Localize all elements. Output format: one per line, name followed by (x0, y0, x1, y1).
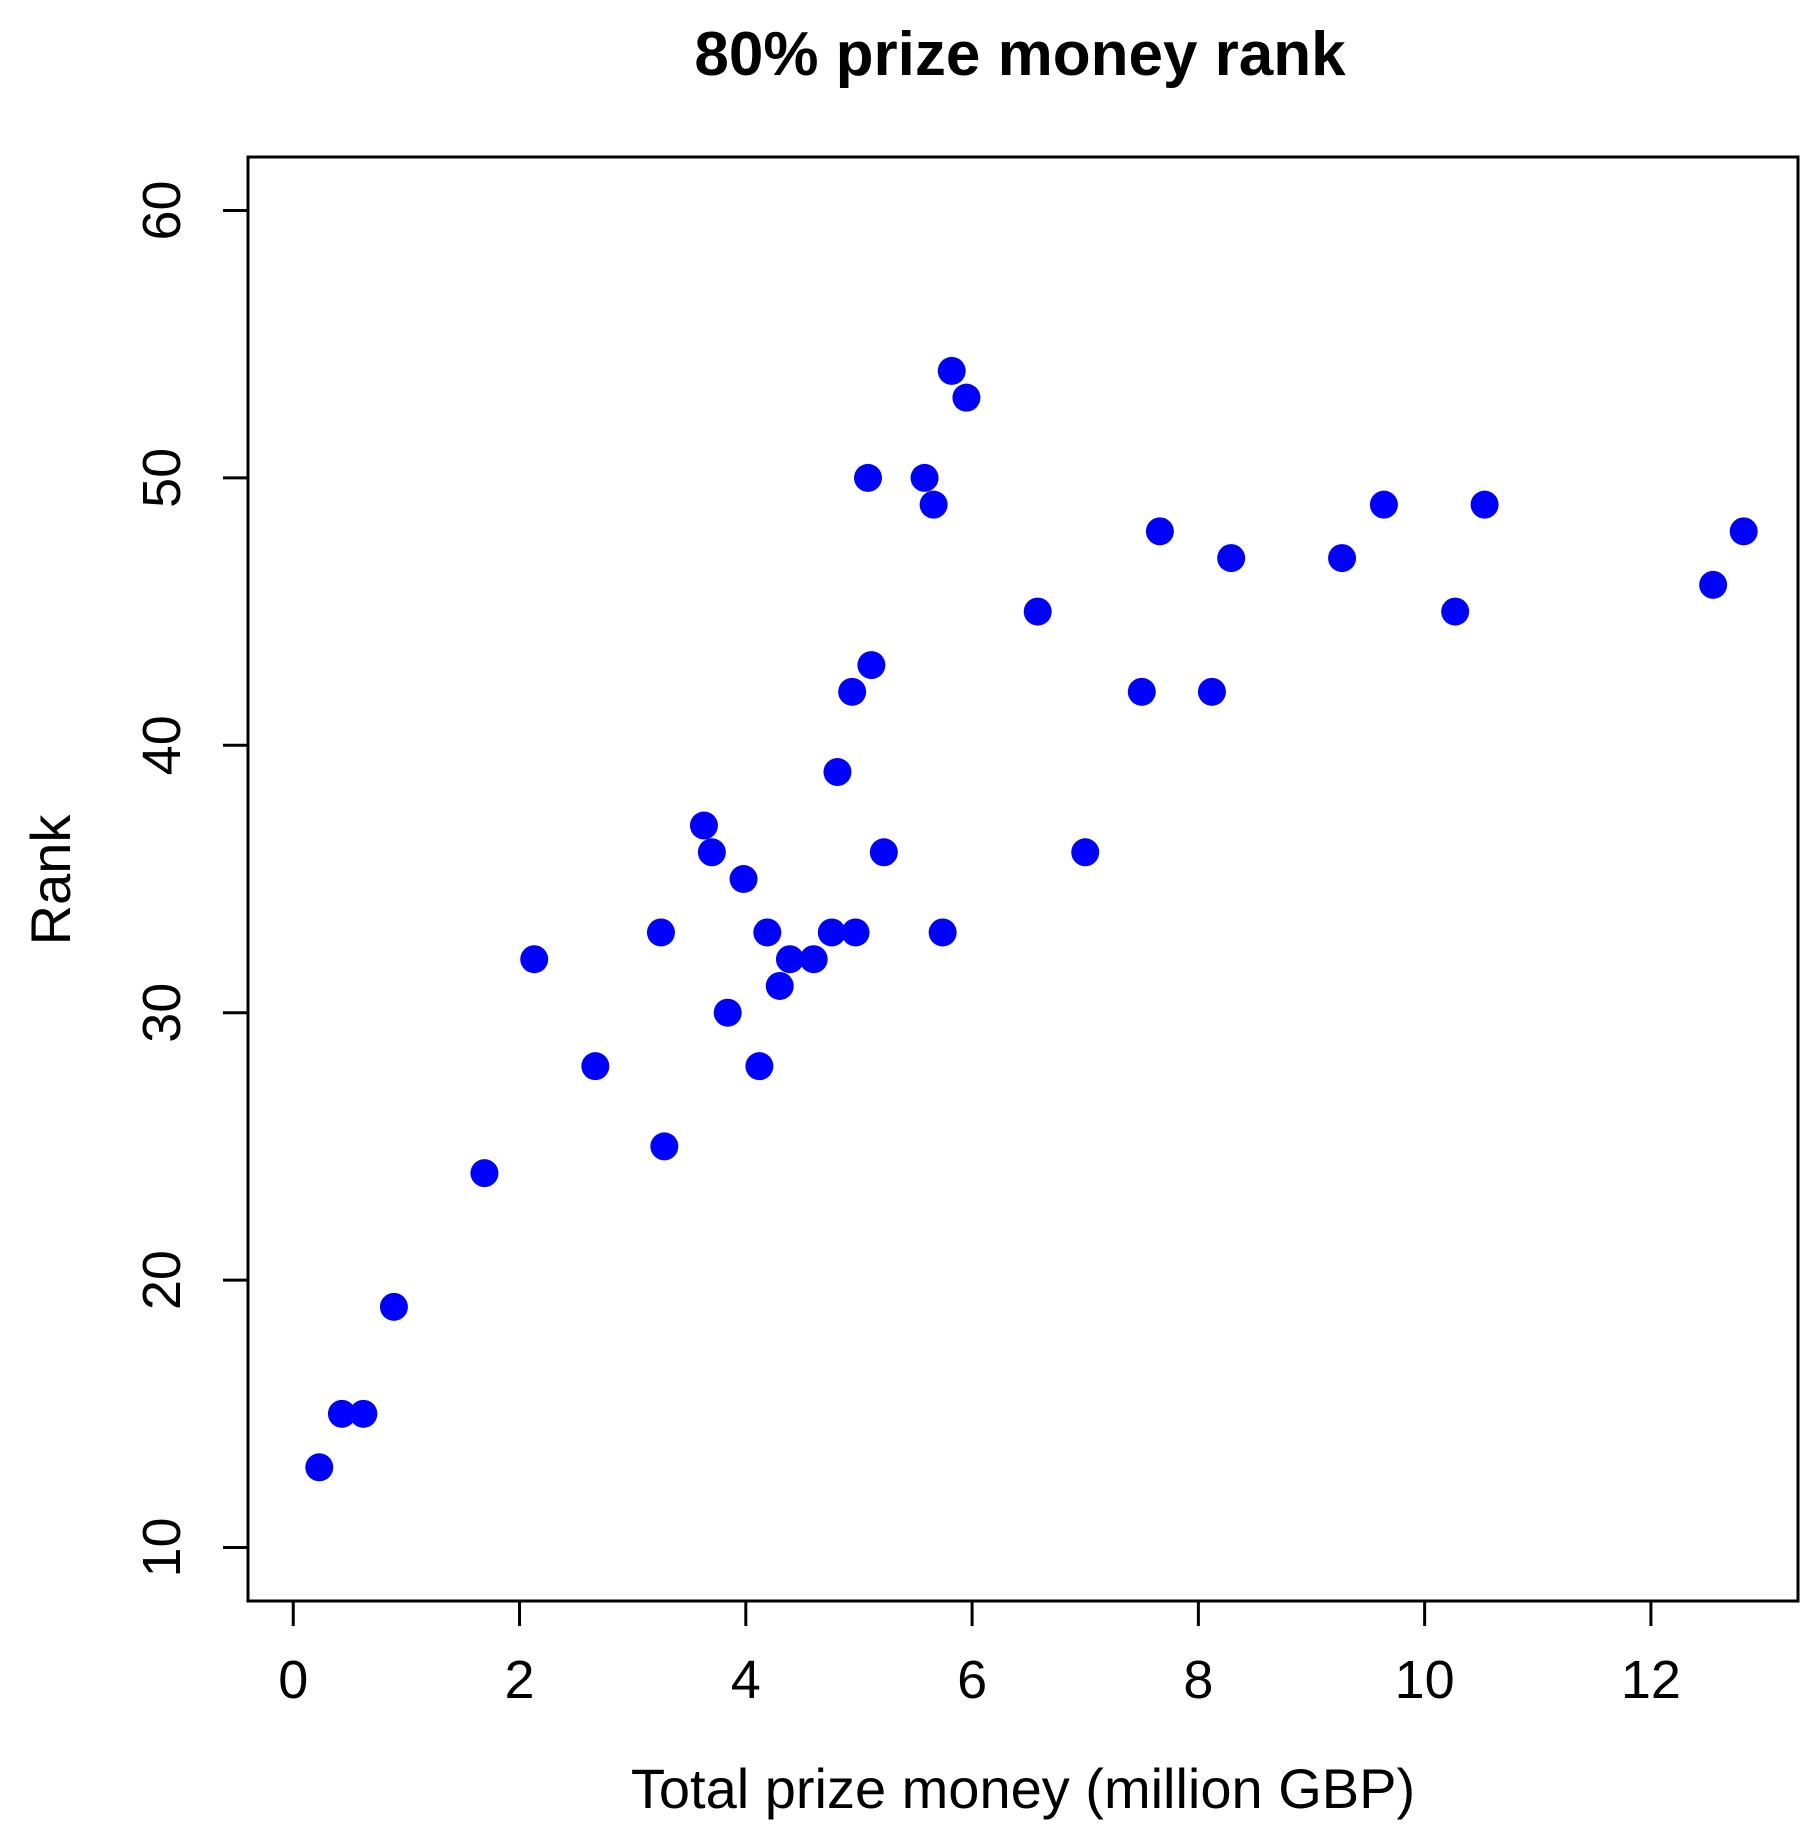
data-point (1441, 597, 1470, 626)
data-point (646, 918, 675, 947)
data-point (937, 356, 966, 385)
data-point (1699, 570, 1728, 599)
data-point (729, 865, 758, 893)
y-tick-label: 30 (132, 983, 192, 1043)
data-point (854, 463, 882, 492)
x-tick-label: 4 (731, 1650, 761, 1710)
data-point (697, 838, 726, 867)
x-axis-label: Total prize money (million GBP) (631, 1757, 1415, 1820)
x-tick-label: 10 (1395, 1650, 1455, 1710)
data-point (765, 971, 794, 1000)
data-point (520, 945, 549, 974)
data-point (1145, 517, 1174, 546)
x-tick-label: 8 (1183, 1650, 1213, 1710)
data-point (1328, 544, 1357, 573)
y-tick-label: 40 (132, 715, 192, 775)
data-point (919, 490, 948, 519)
y-tick-label: 10 (132, 1517, 192, 1577)
data-point (817, 918, 846, 947)
data-point (379, 1292, 408, 1321)
data-point (869, 838, 898, 867)
data-point (753, 918, 782, 947)
data-point (799, 945, 828, 974)
data-point (841, 918, 870, 947)
data-point (952, 383, 981, 412)
data-point (857, 651, 886, 680)
y-tick-label: 60 (132, 180, 192, 240)
data-point (838, 677, 867, 706)
data-point (928, 918, 957, 947)
y-tick-label: 50 (132, 448, 192, 508)
data-point (1369, 490, 1398, 519)
plot-frame (246, 155, 1800, 1603)
data-point (305, 1453, 334, 1482)
data-point (910, 463, 939, 492)
data-point (581, 1052, 610, 1081)
data-point (1071, 838, 1100, 867)
y-axis: 10 20 30 40 50 60 (132, 180, 250, 1578)
data-point (327, 1399, 356, 1428)
data-point (1217, 544, 1246, 573)
data-point (470, 1159, 499, 1188)
x-tick-label: 6 (957, 1650, 987, 1710)
y-axis-label: Rank (19, 814, 82, 946)
data-point (349, 1399, 378, 1428)
data-point (1729, 517, 1758, 546)
x-tick-label: 0 (278, 1650, 308, 1710)
data-point (1197, 677, 1226, 706)
data-point (1023, 597, 1052, 626)
data-point (650, 1132, 679, 1161)
data-point (689, 811, 718, 840)
data-point (745, 1052, 774, 1081)
y-tick-label: 20 (132, 1250, 192, 1310)
data-point (823, 758, 852, 787)
x-axis: 0 2 4 6 8 10 12 (278, 1599, 1681, 1710)
x-tick-label: 12 (1621, 1650, 1681, 1710)
x-tick-label: 2 (505, 1650, 535, 1710)
data-points (305, 356, 1758, 1482)
data-point (775, 945, 804, 974)
chart-title: 80% prize money rank (694, 20, 1346, 89)
data-point (1470, 490, 1499, 519)
data-point (1127, 677, 1156, 706)
data-point (713, 998, 742, 1027)
